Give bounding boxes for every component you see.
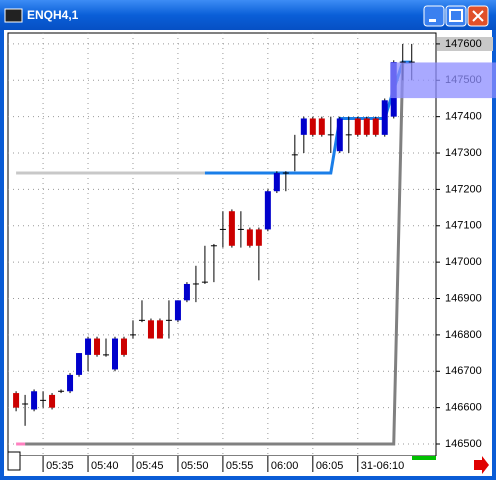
x-tick-label: 05:40 <box>91 460 119 472</box>
candle-body <box>13 393 20 408</box>
candle-body <box>291 154 298 156</box>
candle-body <box>228 211 235 246</box>
candle-body <box>210 245 217 247</box>
candle-body <box>282 172 289 174</box>
y-tick-label: 147300 <box>445 147 482 159</box>
candle-body <box>354 118 361 135</box>
candle-body <box>246 229 253 246</box>
maximize-button[interactable] <box>445 5 467 27</box>
candle-body <box>120 338 127 355</box>
candle-body <box>300 118 307 135</box>
y-tick-label: 146800 <box>445 329 482 341</box>
candle-body <box>156 320 163 339</box>
candle-body <box>255 229 262 246</box>
candle-body <box>40 399 47 401</box>
candle-body <box>192 283 199 285</box>
candle-body <box>408 61 415 63</box>
candle-body <box>31 391 38 410</box>
candle-body <box>309 118 316 135</box>
candle-body <box>318 118 325 135</box>
candle-body <box>174 300 181 321</box>
candle-body <box>94 338 101 355</box>
candle-body <box>264 191 271 230</box>
x-tick-label: 06:05 <box>316 460 344 472</box>
indicator-line <box>25 62 405 446</box>
scroll-arrow[interactable] <box>474 456 489 474</box>
y-tick-label: 146900 <box>445 292 482 304</box>
y-tick-label: 147400 <box>445 111 482 123</box>
candle-body <box>327 134 334 136</box>
candle-body <box>76 353 83 375</box>
close-button[interactable] <box>467 5 489 27</box>
y-tick-label: 147200 <box>445 183 482 195</box>
y-tick-label: 147600 <box>445 38 482 50</box>
candle-body <box>237 228 244 230</box>
candle-body <box>372 118 379 135</box>
price-marker <box>437 37 493 51</box>
candle-body <box>165 319 172 321</box>
candle-body <box>147 320 154 339</box>
candle-body <box>219 228 226 230</box>
candle-body <box>273 173 280 192</box>
price-zone <box>390 62 496 99</box>
candle-body <box>67 374 74 392</box>
plot-area <box>7 32 437 457</box>
candle-body <box>363 118 370 135</box>
scroll-box[interactable] <box>7 451 21 471</box>
x-tick-label: 05:35 <box>46 460 74 472</box>
candle-body <box>103 354 110 356</box>
candle-body <box>138 319 145 321</box>
candle-body <box>129 334 136 336</box>
candle-body <box>336 118 343 152</box>
candle-body <box>85 338 92 355</box>
candle-body <box>399 61 406 63</box>
candle-body <box>183 283 190 301</box>
candle-body <box>49 394 56 408</box>
x-tick-label: 31-06:10 <box>361 460 404 472</box>
title-bar <box>0 0 496 30</box>
x-tick-label: 06:00 <box>271 460 299 472</box>
x-tick-label: 05:45 <box>136 460 164 472</box>
candle-body <box>201 281 208 283</box>
y-tick-label: 146500 <box>445 438 482 450</box>
y-tick-label: 146700 <box>445 365 482 377</box>
candle-body <box>58 390 65 392</box>
candle-body <box>345 134 352 136</box>
candle-body <box>22 403 29 405</box>
time-axis <box>4 456 492 476</box>
y-tick-label: 147000 <box>445 256 482 268</box>
minimize-button[interactable] <box>423 5 445 27</box>
y-tick-label: 146600 <box>445 402 482 414</box>
y-tick-label: 147100 <box>445 220 482 232</box>
shift-marker <box>412 456 436 460</box>
candle-body <box>112 338 118 370</box>
x-tick-label: 05:55 <box>226 460 254 472</box>
x-tick-label: 05:50 <box>181 460 209 472</box>
app-icon <box>4 8 23 23</box>
window-title: ENQH4,1 <box>27 8 79 22</box>
candle-body <box>381 100 388 135</box>
